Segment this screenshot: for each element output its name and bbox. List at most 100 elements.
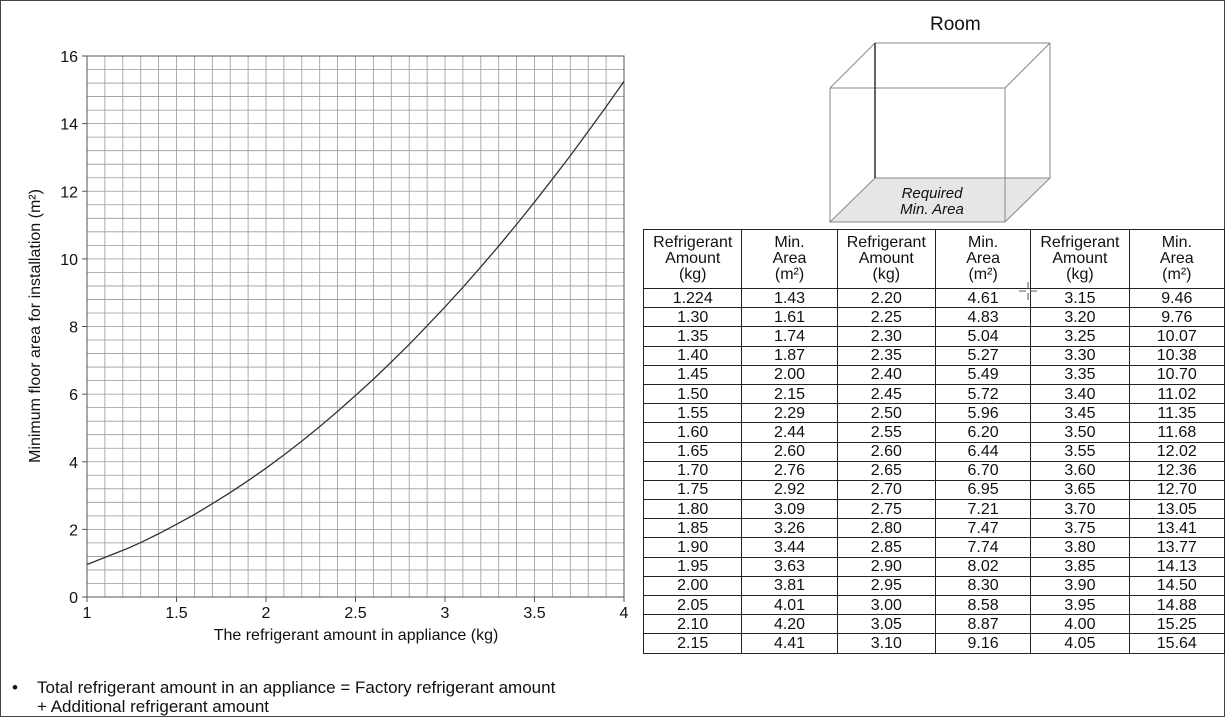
- table-cell: 8.58: [935, 594, 1032, 616]
- room-edge: [829, 42, 876, 89]
- refrigerant-area-chart: 1 1.5 2 2.5 3 3.5 4 0 2 4 6 8 10 12 14 16 The refriger…: [27, 49, 629, 644]
- table-cell: 2.15: [741, 383, 838, 405]
- table-cell: 2.30: [836, 326, 937, 347]
- table-header-cell: Min. Area (m²): [741, 229, 838, 289]
- table-row: 1.40 1.87 2.35 5.27 3.30 10.38: [642, 345, 1225, 366]
- table-cell: 2.95: [836, 575, 937, 597]
- table-cell: 7.74: [935, 537, 1032, 558]
- table-row: 1.80 3.09 2.75 7.21 3.70 13.05: [642, 499, 1225, 520]
- table-cell: 6.70: [935, 460, 1032, 481]
- table-row: 1.30 1.61 2.25 4.83 3.20 9.76: [642, 307, 1225, 328]
- table-cell: 3.85: [1030, 556, 1130, 577]
- table-cell: 4.00: [1030, 614, 1130, 635]
- y-axis-label: Minimum floor area for installation (m²): [27, 189, 44, 463]
- table-cell: 8.02: [935, 556, 1032, 577]
- table-cell: 5.27: [935, 345, 1032, 366]
- table-cell: 3.63: [741, 556, 838, 577]
- table-cell: 15.64: [1128, 633, 1225, 654]
- table-cell: 10.38: [1128, 345, 1225, 366]
- table-cell: 3.00: [836, 594, 937, 616]
- table-cell: 5.96: [935, 403, 1032, 424]
- table-cell: 2.44: [741, 422, 838, 443]
- table-cell: 1.224: [642, 287, 743, 309]
- table-cell: 3.25: [1030, 326, 1130, 347]
- table-row: 1.45 2.00 2.40 5.49 3.35 10.70: [642, 364, 1225, 385]
- table-cell: 3.70: [1030, 499, 1130, 520]
- table-cell: 2.75: [836, 499, 937, 520]
- table-cell: 2.85: [836, 537, 937, 558]
- table-row: 2.10 4.20 3.05 8.87 4.00 15.25: [642, 614, 1225, 635]
- table-cell: 2.70: [836, 479, 937, 501]
- table-cell: 10.07: [1128, 326, 1225, 347]
- table-cell: 3.09: [741, 499, 838, 520]
- table-cell: 5.49: [935, 364, 1032, 385]
- table-cell: 9.76: [1128, 307, 1225, 328]
- table-cell: 10.70: [1128, 364, 1225, 385]
- table-cell: 6.95: [935, 479, 1032, 501]
- table-cell: 13.77: [1128, 537, 1225, 558]
- table-header-cell: Min. Area (m²): [935, 229, 1032, 289]
- table-cell: 6.44: [935, 441, 1032, 462]
- x-tick-label: 4: [620, 605, 629, 622]
- note-line-1: Total refrigerant amount in an appliance…: [37, 678, 556, 697]
- table-cell: 5.04: [935, 326, 1032, 347]
- series-line: [86, 80, 625, 566]
- table-cell: 13.05: [1128, 499, 1225, 520]
- table-cell: 2.00: [741, 364, 838, 385]
- table-cell: 2.29: [741, 403, 838, 424]
- table-cell: 1.61: [741, 307, 838, 328]
- table-cell: 2.60: [741, 441, 838, 462]
- table-row: 1.95 3.63 2.90 8.02 3.85 14.13: [642, 556, 1225, 577]
- x-axis-ticks: 1 1.5 2 2.5 3 3.5 4: [83, 597, 629, 622]
- table-cell: 2.10: [642, 614, 743, 635]
- table-row: 2.05 4.01 3.00 8.58 3.95 14.88: [642, 594, 1225, 616]
- x-axis-label: The refrigerant amount in appliance (kg): [214, 627, 499, 644]
- table-cell: 8.30: [935, 575, 1032, 597]
- table-cell: 1.35: [642, 326, 743, 347]
- table-header-cell: Refrigerant Amount (kg): [836, 229, 937, 289]
- table-cell: 3.75: [1030, 518, 1130, 539]
- table-cell: 4.20: [741, 614, 838, 635]
- table-cell: 11.35: [1128, 403, 1225, 424]
- table-cell: 3.60: [1030, 460, 1130, 481]
- table-cell: 1.90: [642, 537, 743, 558]
- x-tick-label: 2: [262, 605, 271, 622]
- table-cell: 2.76: [741, 460, 838, 481]
- room-floor-label-line1: Required: [901, 185, 963, 202]
- table-cell: 1.87: [741, 345, 838, 366]
- table-cell: 4.01: [741, 594, 838, 616]
- table-cell: 1.85: [642, 518, 743, 539]
- table-cell: 2.35: [836, 345, 937, 366]
- table-row: 1.90 3.44 2.85 7.74 3.80 13.77: [642, 537, 1225, 558]
- series-layer: [86, 80, 625, 566]
- y-tick-label: 6: [69, 387, 78, 404]
- table-cell: 1.75: [642, 479, 743, 501]
- table-header-cell: Refrigerant Amount (kg): [1030, 229, 1130, 289]
- table-cell: 14.88: [1128, 594, 1225, 616]
- table-cell: 2.05: [642, 594, 743, 616]
- table-cell: 2.60: [836, 441, 937, 462]
- table-cell: 12.02: [1128, 441, 1225, 462]
- table-cell: 7.21: [935, 499, 1032, 520]
- table-header-cell: Min. Area (m²): [1128, 229, 1225, 289]
- table-row: 1.85 3.26 2.80 7.47 3.75 13.41: [642, 518, 1225, 539]
- table-cell: 11.68: [1128, 422, 1225, 443]
- table-cell: 4.41: [741, 633, 838, 654]
- table-cell: 2.55: [836, 422, 937, 443]
- x-tick-label: 2.5: [344, 605, 366, 622]
- table-cell: 1.40: [642, 345, 743, 366]
- y-axis-ticks: 0 2 4 6 8 10 12 14 16: [60, 49, 87, 607]
- table-cell: 3.45: [1030, 403, 1130, 424]
- table-cell: 1.65: [642, 441, 743, 462]
- table-cell: 13.41: [1128, 518, 1225, 539]
- table-cell: 3.90: [1030, 575, 1130, 597]
- table-cell: 2.90: [836, 556, 937, 577]
- x-tick-label: 1.5: [165, 605, 187, 622]
- table-cell: 3.80: [1030, 537, 1130, 558]
- table-row: 1.55 2.29 2.50 5.96 3.45 11.35: [642, 403, 1225, 424]
- table-cell: 3.50: [1030, 422, 1130, 443]
- y-tick-label: 14: [60, 117, 78, 134]
- y-tick-label: 2: [69, 522, 78, 539]
- table-cell: 3.20: [1030, 307, 1130, 328]
- x-tick-label: 3.5: [523, 605, 545, 622]
